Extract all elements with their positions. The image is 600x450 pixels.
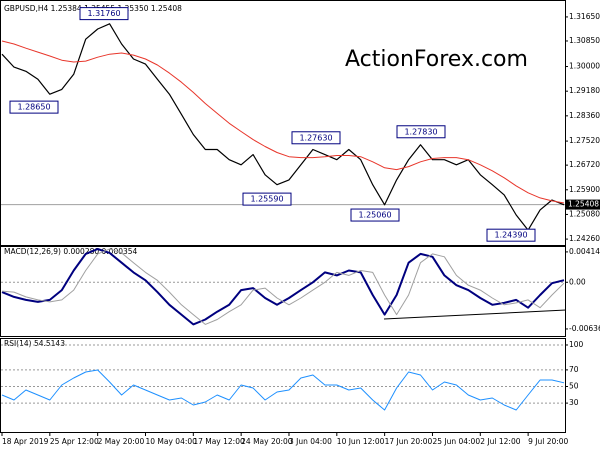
price-annotation-box — [9, 100, 59, 114]
x-tick-label: 2 May 20:00 — [98, 437, 145, 446]
y-tick-label: 1.27520 — [569, 136, 600, 145]
x-tick-label: 2 Jul 12:00 — [480, 437, 520, 446]
rsi-panel-frame — [0, 338, 566, 433]
last-price-box — [566, 199, 600, 210]
y-tick-label: 1.25080 — [569, 209, 600, 218]
y-tick-label: 30 — [569, 398, 579, 407]
macd-panel-frame — [0, 246, 566, 337]
y-tick-label: 1.31650 — [569, 12, 600, 21]
x-tick-label: 9 Jul 20:00 — [528, 437, 568, 446]
macd-trendline — [383, 309, 567, 320]
y-tick-label: 0.00 — [569, 277, 586, 286]
price-annotation-box — [350, 208, 400, 222]
price-annotation-box — [291, 131, 341, 145]
price-annotation-box — [486, 228, 536, 242]
x-tick-label: 17 Jun 20:00 — [385, 437, 433, 446]
y-tick-label: 1.30850 — [569, 36, 600, 45]
panel-title: MACD(12,26,9) 0.000280 0.000354 — [4, 247, 138, 256]
y-tick-label: -0.006365 — [569, 324, 600, 333]
series-line — [1, 40, 565, 204]
x-tick-label: 18 Apr 2019 — [2, 437, 49, 446]
price-annotation-box — [242, 192, 292, 206]
price-annotation-label: 1.28650 — [17, 103, 50, 112]
x-tick-label: 17 May 12:00 — [193, 437, 245, 446]
panel-title: RSI(14) 54.5143 — [4, 339, 65, 348]
price-annotation-label: 1.24390 — [494, 231, 527, 240]
x-tick-label: 25 Apr 12:00 — [50, 437, 99, 446]
x-tick-label: 24 May 20:00 — [241, 437, 293, 446]
last-price-label: 1.25408 — [568, 200, 599, 209]
price-annotation-label: 1.31760 — [87, 9, 120, 18]
y-tick-label: 50 — [569, 381, 579, 390]
y-tick-label: 1.28360 — [569, 111, 600, 120]
price-annotation-label: 1.27630 — [299, 133, 332, 142]
y-tick-label: 1.30000 — [569, 62, 600, 71]
x-tick-label: 3 Jun 04:00 — [289, 437, 332, 446]
price-annotation-box — [79, 7, 129, 21]
price-annotation-label: 1.27830 — [404, 127, 437, 136]
x-tick-label: 10 May 04:00 — [145, 437, 197, 446]
y-tick-label: 70 — [569, 365, 579, 374]
y-tick-label: 1.29180 — [569, 86, 600, 95]
price-annotation-label: 1.25590 — [250, 195, 283, 204]
series-line — [1, 23, 565, 231]
y-tick-label: 1.25900 — [569, 185, 600, 194]
x-tick-label: 25 Jun 04:00 — [432, 437, 480, 446]
x-tick-label: 10 Jun 12:00 — [337, 437, 385, 446]
watermark: ActionForex.com — [345, 47, 528, 72]
series-line — [1, 248, 565, 325]
price-panel-frame — [0, 0, 566, 246]
y-tick-label: 1.26720 — [569, 160, 600, 169]
y-tick-label: 100 — [569, 340, 584, 349]
y-tick-label: 1.24260 — [569, 234, 600, 243]
price-annotation-label: 1.25060 — [358, 211, 391, 220]
series-line — [1, 369, 565, 411]
price-annotation-box — [396, 125, 446, 139]
y-tick-label: 0.004141 — [569, 247, 600, 256]
